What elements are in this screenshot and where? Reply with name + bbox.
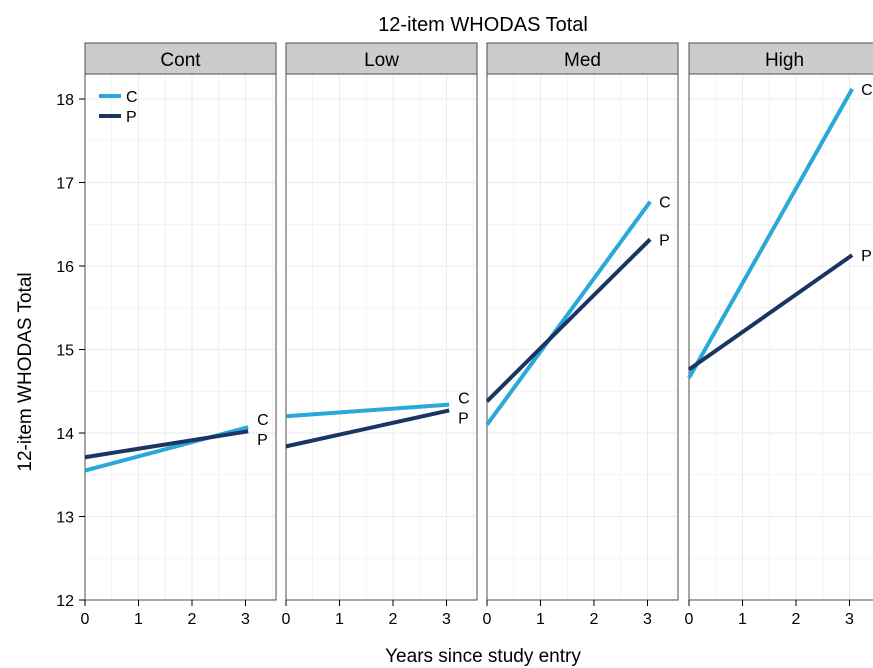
y-tick-label: 16: [56, 259, 74, 276]
x-tick-label: 0: [483, 611, 492, 628]
x-tick-label: 0: [685, 611, 694, 628]
panel-border: [84, 73, 277, 601]
x-axis-title: Years since study entry: [385, 646, 581, 667]
x-tick-label: 3: [442, 611, 451, 628]
x-tick-label: 2: [188, 611, 197, 628]
panel-border: [285, 73, 478, 601]
x-tick-label: 3: [845, 611, 854, 628]
series-line-p: [84, 429, 249, 460]
series-end-label-c: C: [257, 412, 269, 429]
y-tick-label: 17: [56, 176, 74, 193]
series-end-label-p: P: [659, 232, 670, 249]
panel-med: Med C P 0 1 2 3: [483, 42, 679, 628]
x-tick-label: 1: [335, 611, 344, 628]
x-tick-label: 0: [81, 611, 90, 628]
x-tick-label: 2: [792, 611, 801, 628]
legend: CP: [99, 89, 138, 126]
panel-strip: [688, 42, 873, 75]
legend-label-p: P: [126, 109, 137, 126]
y-tick-label: 18: [56, 92, 74, 109]
x-tick-label: 3: [241, 611, 250, 628]
x-tick-label: 0: [282, 611, 291, 628]
series-end-label-p: P: [861, 248, 872, 265]
panel-border: [688, 73, 873, 601]
series-end-label-c: C: [861, 82, 873, 99]
series-end-label-p: P: [458, 411, 469, 428]
panel-strip-label: Low: [364, 50, 399, 71]
x-tick-label: 2: [590, 611, 599, 628]
series-end-label-c: C: [458, 391, 470, 408]
panel-low: Low CP 0 1 2 3: [282, 42, 478, 628]
chart-title: 12-item WHODAS Total: [378, 14, 588, 36]
series-line-p: [687, 253, 854, 372]
x-tick-label: 1: [134, 611, 143, 628]
panel-strip: [486, 42, 679, 75]
series-end-label-c: C: [659, 195, 671, 212]
y-axis-title: 12-item WHODAS Total: [15, 272, 36, 471]
x-tick-label: 1: [536, 611, 545, 628]
series-line-p: [285, 408, 450, 449]
x-tick-label: 3: [643, 611, 652, 628]
y-tick-label: 13: [56, 510, 74, 527]
series-line-c: [485, 200, 652, 426]
series-line-c: [285, 402, 450, 419]
x-tick-label: 2: [389, 611, 398, 628]
y-tick-label: 14: [56, 426, 74, 443]
panel-strip-label: Cont: [160, 50, 201, 71]
panel-high: High C P 0 1 2 3: [685, 42, 873, 628]
series-line-p: [485, 237, 652, 403]
y-tick-label: 12: [56, 593, 74, 610]
panel-border: [486, 73, 679, 601]
series-end-label-p: P: [257, 432, 268, 449]
y-tick-label: 15: [56, 343, 74, 360]
legend-label-c: C: [126, 89, 138, 106]
panel-strip-label: Med: [564, 50, 601, 71]
x-tick-label: 1: [738, 611, 747, 628]
panel-strip-label: High: [765, 50, 804, 71]
series-line-c: [687, 87, 854, 379]
